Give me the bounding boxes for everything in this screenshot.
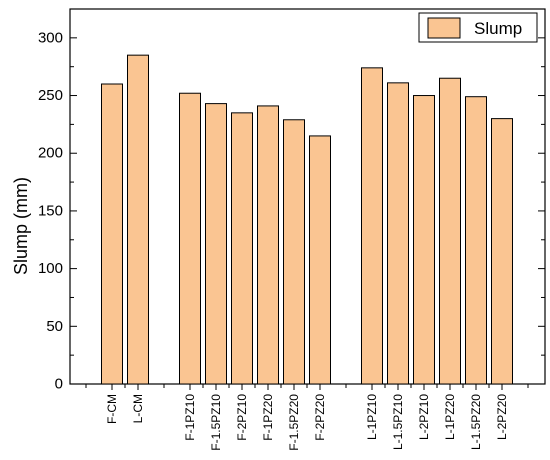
y-tick-label: 100	[38, 260, 63, 277]
y-axis-title: Slump (mm)	[11, 177, 31, 275]
x-tick-label: F-CM	[105, 394, 119, 424]
y-tick-label: 0	[55, 376, 63, 393]
x-tick-label: L-2PZ10	[417, 394, 431, 440]
x-tick-label: L-1.5PZ20	[469, 394, 483, 450]
bar-L-1.5PZ20	[465, 96, 487, 385]
y-tick-label: 150	[38, 202, 63, 219]
x-tick-label: F-1PZ20	[261, 394, 275, 441]
x-axis: F-CM L-CM F-1PZ10 F-1.5PZ10 F-2PZ10 F-1PZ20 F-…	[85, 384, 529, 451]
bar-F-1PZ20	[257, 105, 279, 385]
bars-group	[101, 54, 513, 385]
legend: Slump	[418, 12, 538, 43]
y-tick-label: 200	[38, 145, 63, 162]
x-tick-label: F-2PZ10	[235, 394, 249, 441]
bar-L-1PZ20	[439, 77, 461, 385]
x-tick-label: F-1.5PZ10	[209, 394, 223, 451]
x-tick-label: F-1PZ10	[183, 394, 197, 441]
bar-F-2PZ20	[309, 135, 331, 385]
bar-L-1.5PZ10	[387, 82, 409, 385]
legend-swatch	[427, 17, 461, 39]
x-tick-label: F-2PZ20	[313, 394, 327, 441]
bar-L-2PZ10	[413, 95, 435, 385]
y-tick-label: 50	[46, 318, 63, 335]
x-tick-label: L-1.5PZ10	[391, 394, 405, 450]
bar-L-2PZ20	[491, 118, 513, 385]
x-tick-label: L-1PZ10	[365, 394, 379, 440]
bar-F-1.5PZ10	[205, 103, 227, 385]
bar-L-CM	[127, 54, 149, 385]
x-tick-label: L-1PZ20	[443, 394, 457, 440]
legend-label: Slump	[474, 19, 522, 38]
x-tick-label: L-2PZ20	[495, 394, 509, 440]
bar-F-1PZ10	[179, 92, 201, 385]
bar-L-1PZ10	[361, 67, 383, 385]
bar-F-2PZ10	[231, 112, 253, 385]
bar-F-1.5PZ20	[283, 119, 305, 385]
x-tick-label: L-CM	[131, 394, 145, 423]
y-tick-label: 300	[38, 29, 63, 46]
y-tick-label: 250	[38, 87, 63, 104]
y-axis: 0 50 100 150 200 250 300	[38, 29, 545, 393]
x-tick-label: F-1.5PZ20	[287, 394, 301, 451]
bar-F-CM	[101, 83, 123, 385]
